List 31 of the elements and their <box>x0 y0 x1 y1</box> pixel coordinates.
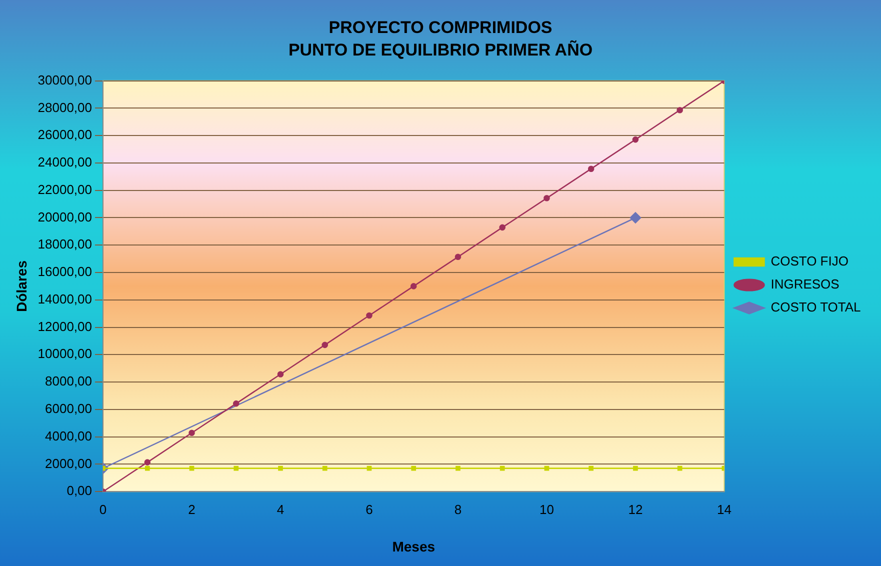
y-tick-label: 10000,00 <box>38 346 92 362</box>
x-tick-label: 6 <box>366 502 373 517</box>
y-tick-label: 22000,00 <box>38 182 92 197</box>
y-axis-title: Dólares <box>13 260 30 312</box>
y-tick-label: 14000,00 <box>38 291 92 306</box>
y-tick-label: 4000,00 <box>45 428 92 444</box>
x-tick-label: 8 <box>454 502 462 517</box>
legend-label: COSTO FIJO <box>770 254 848 269</box>
x-tick-label: 12 <box>628 502 643 517</box>
legend-label: COSTO TOTAL <box>770 300 861 315</box>
x-axis-title: Meses <box>392 538 436 554</box>
y-tick-label: 16000,00 <box>38 264 92 280</box>
y-tick-label: 6000,00 <box>45 401 92 416</box>
legend-label: INGRESOS <box>770 276 840 292</box>
chart-subtitle: PUNTO DE EQUILIBRIO PRIMER AÑO <box>288 39 593 60</box>
y-tick-label: 0,00 <box>66 483 92 498</box>
y-tick-label: 2000,00 <box>45 456 92 471</box>
x-tick-label: 4 <box>276 502 284 517</box>
y-tick-label: 12000,00 <box>38 318 92 334</box>
x-tick-label: 0 <box>99 502 107 517</box>
chart-title: PROYECTO COMPRIMIDOS <box>328 18 552 37</box>
y-tick-label: 26000,00 <box>38 127 92 142</box>
x-tick-label: 14 <box>716 502 732 517</box>
x-tick-label: 2 <box>188 502 196 517</box>
y-tick-label: 28000,00 <box>38 100 92 115</box>
y-tick-label: 20000,00 <box>38 209 92 224</box>
x-tick-label: 10 <box>539 502 554 517</box>
y-tick-label: 30000,00 <box>38 72 92 88</box>
y-tick-label: 24000,00 <box>38 154 92 170</box>
y-tick-label: 18000,00 <box>38 236 92 252</box>
y-tick-label: 8000,00 <box>45 374 92 389</box>
